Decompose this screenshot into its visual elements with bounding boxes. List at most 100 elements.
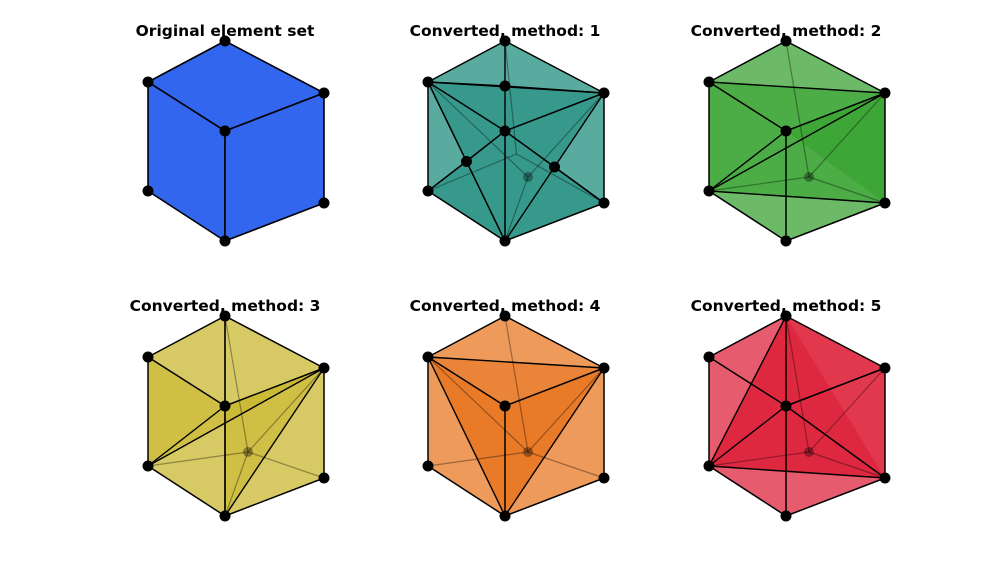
hidden-edge <box>808 367 886 453</box>
panel-title-method-4: Converted, method: 4 <box>409 297 601 315</box>
cube-edge <box>147 315 226 358</box>
tet-face <box>428 161 505 241</box>
cube-edge <box>224 367 325 407</box>
node-point <box>780 510 792 522</box>
cube-edge <box>224 477 325 517</box>
node-point <box>703 460 715 472</box>
tet-face <box>709 93 885 203</box>
node-point <box>142 460 154 472</box>
cube-edge <box>427 465 506 517</box>
cube-edge <box>708 315 787 358</box>
node-point <box>142 351 154 363</box>
node-point <box>879 362 891 374</box>
panel-title-method-5: Converted, method: 5 <box>690 297 882 315</box>
hidden-node-point <box>804 447 814 457</box>
node-point <box>703 76 715 88</box>
tet-face <box>709 82 885 131</box>
hidden-edge <box>708 451 810 467</box>
node-point <box>318 197 330 209</box>
node-point <box>499 80 511 92</box>
node-point <box>219 125 231 137</box>
node-point <box>499 35 511 47</box>
node-point <box>703 351 715 363</box>
hidden-node-point <box>523 447 533 457</box>
node-point <box>219 235 231 247</box>
cube-edge <box>504 477 605 517</box>
node-point <box>879 472 891 484</box>
node-point <box>499 510 511 522</box>
node-point <box>879 87 891 99</box>
cube-edge <box>785 92 886 132</box>
tet-edge <box>504 367 605 517</box>
node-point <box>598 87 610 99</box>
cube-edge <box>147 465 226 517</box>
node-point <box>549 161 560 173</box>
cube-edge <box>708 190 787 242</box>
hidden-edge <box>708 176 810 192</box>
hidden-edge <box>224 451 249 517</box>
tet-edge <box>708 190 886 204</box>
node-point <box>422 76 434 88</box>
hidden-edge <box>527 92 605 178</box>
node-point <box>499 235 511 247</box>
node-point <box>703 185 715 197</box>
node-point <box>219 310 231 322</box>
node-point <box>422 460 434 472</box>
hidden-edge <box>527 367 605 453</box>
tet-edge <box>504 166 556 242</box>
node-point <box>142 185 154 197</box>
cube-edge <box>785 477 886 517</box>
cube-edge <box>504 315 605 369</box>
hidden-edge <box>785 40 810 178</box>
tet-edge <box>224 367 325 517</box>
tet-edge <box>147 405 226 467</box>
cube-edge <box>504 367 605 407</box>
node-point <box>219 400 231 412</box>
node-point <box>318 362 330 374</box>
tet-edge <box>708 92 886 192</box>
hidden-edge <box>504 315 529 453</box>
cube-edge <box>147 356 226 407</box>
tet-edge <box>553 92 605 168</box>
tet-face <box>148 357 225 466</box>
node-point <box>598 472 610 484</box>
node-point <box>780 35 792 47</box>
tet-face <box>505 86 604 131</box>
cube-edge <box>427 356 506 407</box>
node-point <box>780 235 792 247</box>
node-point <box>780 400 792 412</box>
tet-face <box>786 368 885 478</box>
cube-edge <box>785 202 886 242</box>
node-point <box>219 35 231 47</box>
tet-edge <box>708 405 787 467</box>
node-point <box>142 76 154 88</box>
hidden-edge <box>527 451 605 479</box>
node-point <box>219 510 231 522</box>
node-point <box>499 310 511 322</box>
panel-title-original: Original element set <box>135 22 315 40</box>
cube-edge <box>224 315 325 369</box>
cube-edge <box>785 40 886 94</box>
node-point <box>780 125 792 137</box>
hidden-edge <box>504 40 518 155</box>
tet-edge <box>147 367 325 467</box>
hidden-edge <box>516 153 605 204</box>
node-point <box>461 156 472 167</box>
node-point <box>499 125 511 137</box>
node-point <box>318 87 330 99</box>
node-point <box>422 351 434 363</box>
tet-edge <box>708 130 787 192</box>
node-point <box>780 310 792 322</box>
node-point <box>499 400 511 412</box>
cube-edge <box>785 315 886 369</box>
tet-edge <box>785 405 886 479</box>
hidden-edge <box>224 315 249 453</box>
hidden-edge <box>785 315 810 453</box>
tet-face <box>709 82 786 191</box>
cube-edge <box>504 92 605 132</box>
